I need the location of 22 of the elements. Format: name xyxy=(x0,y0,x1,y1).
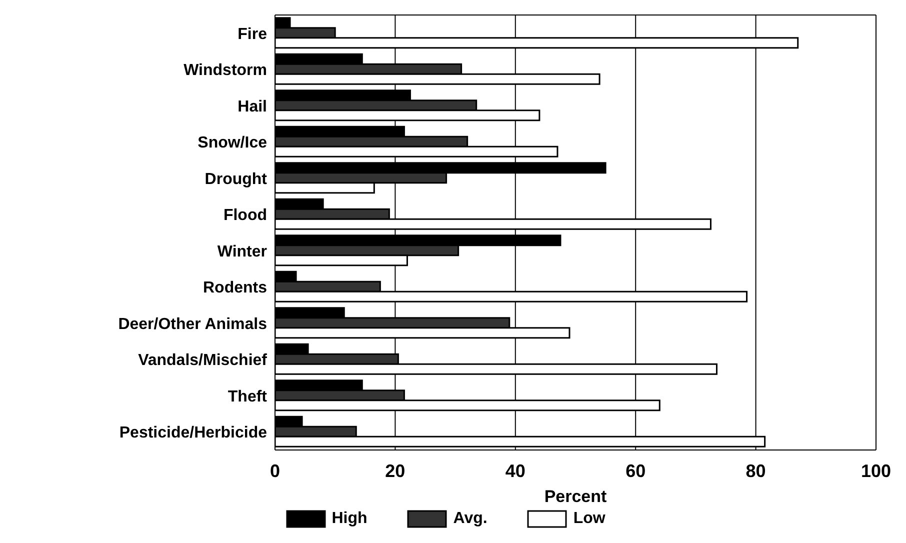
x-tick-label: 60 xyxy=(626,460,646,481)
y-tick-label: Rodents xyxy=(203,280,268,297)
y-tick-label: Pesticide/Herbicide xyxy=(119,424,268,442)
y-tick-label: Drought xyxy=(204,170,268,188)
y-tick-label: Winter xyxy=(217,243,267,260)
legend-label: Avg. xyxy=(453,510,488,528)
legend-label: High xyxy=(332,510,368,528)
y-tick-label: Theft xyxy=(228,388,268,406)
x-tick-label: 80 xyxy=(746,460,766,481)
legend-label: Low xyxy=(573,510,606,528)
x-tick-label: 40 xyxy=(505,460,526,481)
x-tick-label: 0 xyxy=(270,460,280,481)
x-tick-label: 20 xyxy=(385,460,406,481)
y-tick-label: Hail xyxy=(238,98,267,116)
y-tick-label: Deer/Other Animals xyxy=(118,316,268,333)
y-tick-label: Snow/Ice xyxy=(198,134,268,152)
y-tick-label: Fire xyxy=(238,26,268,43)
x-tick-label: 100 xyxy=(860,460,892,481)
y-tick-label: Windstorm xyxy=(184,62,267,80)
y-tick-label: Flood xyxy=(223,207,267,224)
y-tick-label: Vandals/Mischief xyxy=(138,352,268,370)
x-axis-title: Percent xyxy=(544,487,608,506)
